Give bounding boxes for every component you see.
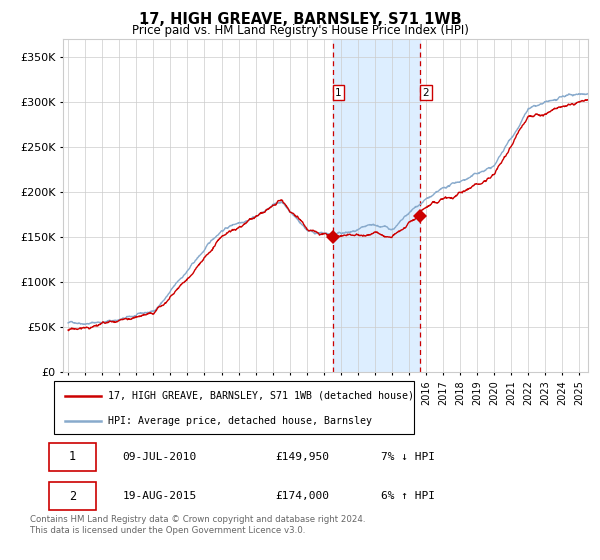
Text: 6% ↑ HPI: 6% ↑ HPI (382, 491, 436, 501)
Text: £174,000: £174,000 (276, 491, 330, 501)
Text: 1: 1 (335, 87, 342, 97)
Text: 09-JUL-2010: 09-JUL-2010 (122, 452, 197, 462)
Text: HPI: Average price, detached house, Barnsley: HPI: Average price, detached house, Barn… (108, 416, 372, 426)
Text: £149,950: £149,950 (276, 452, 330, 462)
Text: Price paid vs. HM Land Registry's House Price Index (HPI): Price paid vs. HM Land Registry's House … (131, 24, 469, 37)
Text: 17, HIGH GREAVE, BARNSLEY, S71 1WB (detached house): 17, HIGH GREAVE, BARNSLEY, S71 1WB (deta… (108, 391, 414, 401)
Text: 7% ↓ HPI: 7% ↓ HPI (382, 452, 436, 462)
Text: Contains HM Land Registry data © Crown copyright and database right 2024.
This d: Contains HM Land Registry data © Crown c… (30, 515, 365, 535)
Text: 19-AUG-2015: 19-AUG-2015 (122, 491, 197, 501)
Bar (332, 39, 420, 372)
FancyBboxPatch shape (54, 381, 414, 434)
Text: 2: 2 (422, 87, 429, 97)
FancyBboxPatch shape (49, 482, 96, 510)
Text: 1: 1 (69, 450, 76, 464)
FancyBboxPatch shape (49, 443, 96, 471)
Text: 17, HIGH GREAVE, BARNSLEY, S71 1WB: 17, HIGH GREAVE, BARNSLEY, S71 1WB (139, 12, 461, 27)
Text: 2: 2 (69, 489, 76, 503)
